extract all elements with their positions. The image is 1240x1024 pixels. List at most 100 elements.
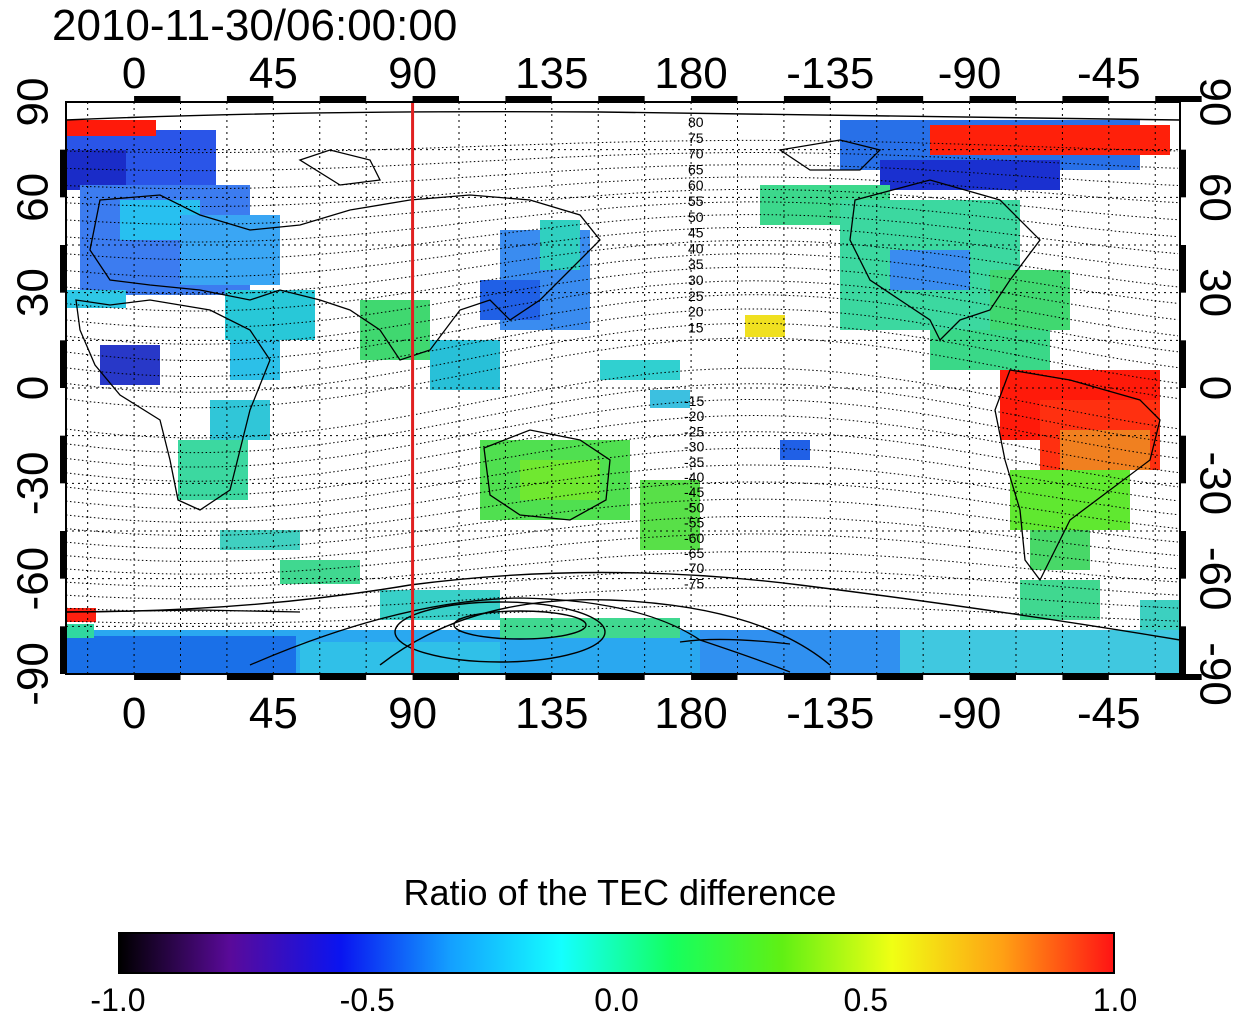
frame-bar-left [60,245,66,293]
colorbar-tick-label: -0.5 [339,982,395,1018]
contour-line [66,337,1179,409]
top-longitude-label: -135 [786,49,874,98]
contour-label: 15 [688,319,704,335]
frame-bar-top [505,96,552,102]
top-longitude-label: 135 [515,49,588,98]
right-latitude-label: -30 [1190,452,1239,516]
frame-bar-left [60,149,66,198]
contour-label: 50 [688,209,704,225]
contour-label: -35 [684,454,704,470]
top-longitude-label: 180 [654,49,727,98]
magnetic-latitude-contours [66,139,1179,624]
timestamp-title: 2010-11-30/06:00:00 [52,1,458,50]
colorbar-tick-label: 1.0 [1092,982,1138,1018]
tec-map: 8075706560555045403530252015-15-20-25-30… [9,49,1240,738]
bottom-longitude-label: 135 [515,689,588,738]
frame-bar-bottom [1155,674,1202,680]
contour-line [66,414,1179,482]
contour-label: 25 [688,288,704,304]
contour-label: 35 [688,256,704,272]
top-longitude-label: 90 [388,49,437,98]
frame-bar-left [60,340,66,388]
contour-line [66,201,1179,243]
frame-bar-top [598,96,645,102]
bottom-longitude-label: -90 [938,689,1002,738]
contour-line [66,188,1179,225]
bottom-longitude-label: 0 [122,689,146,738]
frame-bar-bottom [691,674,738,680]
contour-label: 80 [688,114,704,130]
contour-label: 20 [688,304,704,320]
colorbar-tick-label: -1.0 [90,982,146,1018]
frame-bar-right [1180,149,1186,198]
frame-bar-bottom [134,674,181,680]
frame-bar-top [226,96,274,102]
right-latitude-label: 90 [1190,78,1239,127]
contour-line [66,604,1179,624]
bottom-longitude-label: -45 [1077,689,1141,738]
frame-bar-top [783,96,831,102]
contour-label: -40 [684,469,704,485]
left-latitude-label: 30 [9,268,58,317]
contour-line [66,533,1179,575]
contour-label: -20 [684,408,704,424]
frame-bar-left [60,531,66,579]
contour-line [66,586,1179,612]
left-latitude-label: 90 [9,78,58,127]
contour-label: 75 [688,130,704,146]
frame-bar-bottom [1062,674,1109,680]
frame-bar-bottom [969,674,1016,680]
contour-line [66,431,1179,496]
contour-line [66,399,1179,468]
auroral-contours [66,110,1180,666]
frame-bar-top [319,96,367,102]
right-latitude-label: 0 [1190,376,1239,400]
contour-label: -45 [684,484,704,500]
frame-bar-bottom [505,674,552,680]
contour-line [66,266,1179,329]
colorbar-title: Ratio of the TEC difference [403,872,837,913]
frame-bar-bottom [876,674,924,680]
contour-label: -60 [684,530,704,546]
colorbar-tick-label: 0.5 [843,982,888,1018]
colorbar-tick-label: 0.0 [594,982,639,1018]
contour-label: 45 [688,225,704,241]
right-latitude-label: 60 [1190,173,1239,222]
left-latitude-label: 60 [9,173,58,222]
contour-label: -65 [684,545,704,561]
frame-bar-top [134,96,181,102]
contour-label: 55 [688,193,704,209]
frame-bar-right [1180,245,1186,293]
contour-label: -25 [684,423,704,439]
frame-bar-bottom [783,674,831,680]
colorbar [118,932,1115,974]
contour-line [66,308,1179,377]
coastlines [66,139,1161,673]
frame-bar-top [691,96,738,102]
top-longitude-label: 0 [122,49,146,98]
frame-bar-left [60,435,66,484]
frame-bar-bottom [226,674,274,680]
contour-label: 60 [688,177,704,193]
frame-bar-top [969,96,1016,102]
frame-bar-right [1180,340,1186,388]
top-longitude-label: -90 [938,49,1002,98]
right-latitude-label: -60 [1190,547,1239,611]
right-latitude-label: 30 [1190,268,1239,317]
contour-line [66,152,1179,172]
contour-label: -55 [684,515,704,531]
frame-bar-top [1155,96,1202,102]
bottom-longitude-label: 45 [249,689,298,738]
left-latitude-label: -60 [9,547,58,611]
contour-label: 70 [688,146,704,162]
contour-line [66,280,1179,345]
contour-label: 30 [688,272,704,288]
contour-line [66,164,1179,190]
top-longitude-label: -45 [1077,49,1141,98]
frame-bar-right [1180,531,1186,579]
contour-line [66,322,1179,393]
frame-tick-bars [60,96,1202,680]
frame-bar-left [60,626,66,674]
